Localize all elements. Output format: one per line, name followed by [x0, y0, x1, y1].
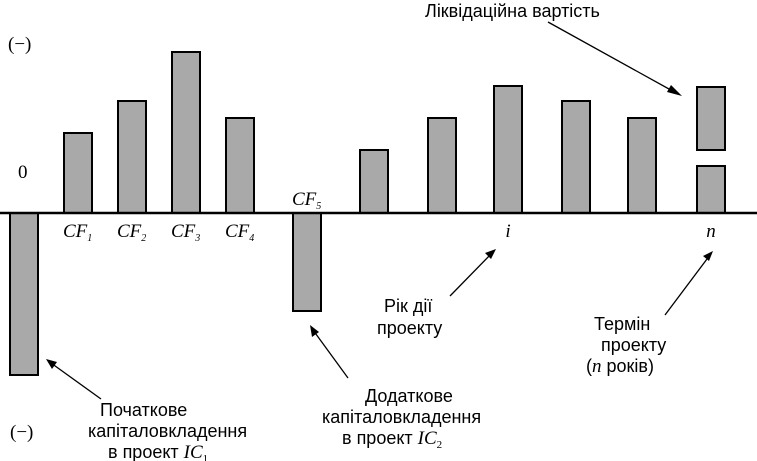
- initial-arrow-line: [50, 362, 102, 400]
- bar-label-12: n: [706, 221, 716, 242]
- bar-9: [493, 85, 523, 214]
- additional-investment-line3: в проект IC2: [342, 428, 442, 451]
- bar-label-4: CF3: [171, 221, 200, 244]
- bar-label-5: CF4: [225, 221, 254, 244]
- additional-investment-line2: капіталовкладення: [322, 407, 481, 427]
- bar-labels-group: CF1 CF2 CF3 CF4 CF5 i n: [63, 189, 716, 244]
- year-arrow-head: [485, 249, 496, 259]
- term-label-line1: Термін: [594, 314, 650, 334]
- bar-7: [359, 149, 389, 214]
- salvage-arrow-line: [547, 21, 679, 95]
- bar-10: [561, 100, 591, 214]
- salvage-value-bar: [696, 86, 726, 151]
- axis-top-sign: (−): [8, 34, 31, 55]
- term-arrow-head: [703, 251, 713, 261]
- initial-arrow-head: [46, 359, 57, 369]
- salvage-value-label: Ліквідаційна вартість: [425, 1, 600, 21]
- bar-11: [627, 117, 657, 214]
- bar-12: [696, 165, 726, 214]
- initial-investment-line2: капіталовкладення: [88, 421, 247, 441]
- year-label-line1: Рік дії: [384, 296, 432, 316]
- bar-2: [63, 132, 93, 214]
- year-label-line2: проекту: [377, 318, 442, 338]
- bar-label-6: CF5: [292, 189, 321, 212]
- additional-arrow-head: [310, 325, 319, 337]
- bar-6: [292, 212, 322, 312]
- bar-1: [9, 212, 39, 376]
- salvage-arrow-head: [667, 85, 682, 96]
- additional-investment-line1: Додаткове: [365, 386, 453, 406]
- year-arrow-line: [449, 251, 494, 297]
- term-arrow-line: [664, 254, 711, 316]
- term-label-line3: (n років): [586, 356, 654, 377]
- initial-investment-line3: в проект IC1: [108, 442, 208, 461]
- additional-arrow-line: [312, 329, 349, 379]
- bar-label-2: CF1: [63, 221, 92, 244]
- bar-5: [225, 117, 255, 214]
- axis-zero-label: 0: [18, 162, 28, 183]
- axis-bottom-sign: (−): [10, 422, 33, 443]
- bar-label-9: i: [505, 221, 510, 242]
- bar-label-3: CF2: [117, 221, 146, 244]
- bar-8: [427, 117, 457, 214]
- initial-investment-line1: Початкове: [100, 400, 187, 420]
- bar-3: [117, 100, 147, 214]
- term-label-line2: проекту: [601, 335, 666, 355]
- bar-4: [171, 51, 201, 214]
